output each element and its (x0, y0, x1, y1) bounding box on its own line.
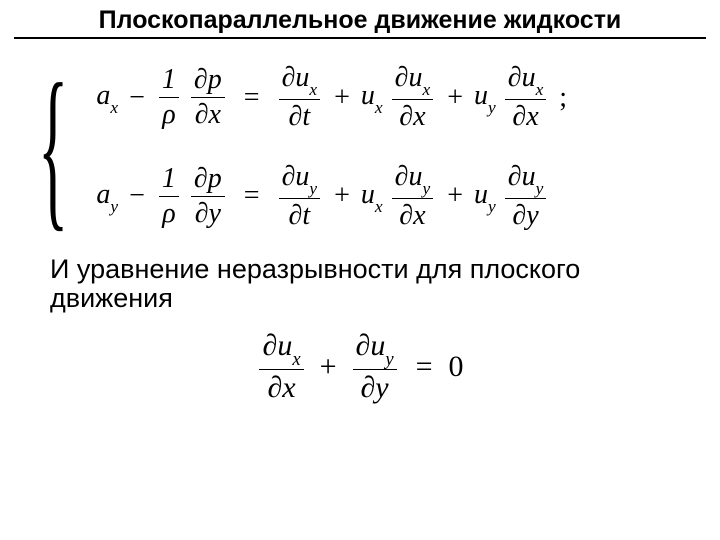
continuity-text: И уравнение неразрывности для плоского д… (50, 255, 670, 313)
one-over-rho-2: 1 ρ (159, 163, 179, 230)
duy-dt: ∂uy ∂t (279, 161, 321, 232)
dux-dx-a: ∂ux ∂x (392, 62, 434, 133)
duy-dx: ∂uy ∂x (392, 161, 434, 232)
left-brace-icon: { (38, 57, 68, 237)
one-over-rho: 1 ρ (159, 64, 179, 131)
duy-dy: ∂uy ∂y (505, 161, 547, 232)
equation-system: { ax − 1 ρ ∂p ∂x = ∂ux ∂t + ux (38, 57, 720, 237)
continuity-equation: ∂ux ∂x + ∂uy ∂y = 0 (0, 329, 720, 405)
slide-title: Плоскопараллельное движение жидкости (0, 0, 720, 37)
dux-dx-cont: ∂ux ∂x (259, 329, 303, 405)
dp-dy: ∂p ∂y (191, 163, 225, 230)
equation-row-x: ax − 1 ρ ∂p ∂x = ∂ux ∂t + ux ∂ux (96, 62, 567, 133)
dux-dx-b: ∂ux ∂x (505, 62, 547, 133)
dp-dx: ∂p ∂x (191, 64, 225, 131)
equation-row-y: ay − 1 ρ ∂p ∂y = ∂uy ∂t + ux ∂uy (96, 161, 567, 232)
title-underline (14, 37, 706, 39)
dux-dt: ∂ux ∂t (279, 62, 321, 133)
equation-rows: ax − 1 ρ ∂p ∂x = ∂ux ∂t + ux ∂ux (96, 62, 567, 231)
duy-dy-cont: ∂uy ∂y (353, 329, 397, 405)
